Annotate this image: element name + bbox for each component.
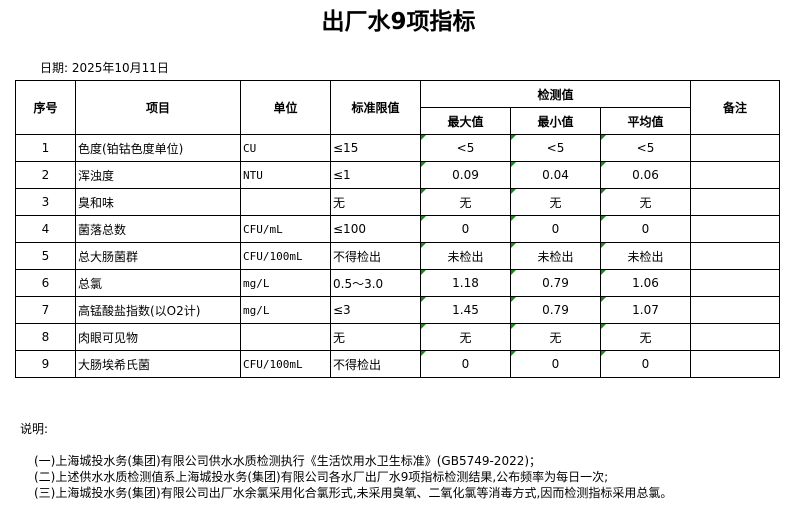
cell-no: 4 bbox=[15, 215, 76, 243]
cell-max: 无 bbox=[420, 188, 511, 216]
table-row: 8 肉眼可见物无无无无 bbox=[15, 323, 780, 351]
cell-min: 0 bbox=[510, 350, 601, 378]
cell-no: 9 bbox=[15, 350, 76, 378]
header-unit: 单位 bbox=[240, 80, 331, 135]
note-line: (一)上海城投水务(集团)有限公司供水水质检测执行《生活饮用水卫生标准》(GB5… bbox=[34, 454, 542, 468]
header-max: 最大值 bbox=[420, 107, 511, 135]
cell-no: 1 bbox=[15, 134, 76, 162]
cell-unit bbox=[240, 188, 331, 216]
cell-remark bbox=[690, 161, 780, 189]
cell-item: 总氯 bbox=[75, 269, 241, 297]
cell-limit: 0.5～3.0 bbox=[330, 269, 421, 297]
cell-remark bbox=[690, 134, 780, 162]
header-limit: 标准限值 bbox=[330, 80, 421, 135]
header-measured: 检测值 bbox=[420, 80, 691, 108]
table-row: 5 总大肠菌群 CFU/100mL 不得检出 未检出 未检出 未检出 bbox=[15, 242, 780, 270]
cell-item: 浑浊度 bbox=[75, 161, 241, 189]
cell-avg: 无 bbox=[600, 323, 691, 351]
cell-unit: CFU/100mL bbox=[240, 242, 331, 270]
cell-min: 0.04 bbox=[510, 161, 601, 189]
header-avg: 平均值 bbox=[600, 107, 691, 135]
cell-unit: NTU bbox=[240, 161, 331, 189]
cell-item: 色度(铂钴色度单位) bbox=[75, 134, 241, 162]
cell-no: 2 bbox=[15, 161, 76, 189]
cell-min: 无 bbox=[510, 323, 601, 351]
cell-max: 1.18 bbox=[420, 269, 511, 297]
cell-max: 0.09 bbox=[420, 161, 511, 189]
cell-min: 未检出 bbox=[510, 242, 601, 270]
page-title: 出厂水9项指标 bbox=[321, 9, 476, 35]
table-row: 4 菌落总数 CFU/mL ≤100 0 0 0 bbox=[15, 215, 780, 243]
cell-unit: mg/L bbox=[240, 269, 331, 297]
cell-limit: 无 bbox=[330, 188, 421, 216]
cell-avg: 无 bbox=[600, 188, 691, 216]
cell-limit: 不得检出 bbox=[330, 242, 421, 270]
table-row: 7 高锰酸盐指数(以O2计) mg/L ≤3 1.45 0.79 1.07 bbox=[15, 296, 780, 324]
cell-min: 0.79 bbox=[510, 296, 601, 324]
cell-limit: ≤1 bbox=[330, 161, 421, 189]
cell-item: 肉眼可见物 bbox=[75, 323, 241, 351]
cell-min: <5 bbox=[510, 134, 601, 162]
cell-unit: mg/L bbox=[240, 296, 331, 324]
table-row: 3 臭和味无无无无 bbox=[15, 188, 780, 216]
table-row: 6 总氯 mg/L 0.5～3.0 1.18 0.79 1.06 bbox=[15, 269, 780, 297]
cell-no: 7 bbox=[15, 296, 76, 324]
cell-avg: 0 bbox=[600, 350, 691, 378]
cell-max: 0 bbox=[420, 215, 511, 243]
header-min: 最小值 bbox=[510, 107, 601, 135]
note-line: (三)上海城投水务(集团)有限公司出厂水余氯采用化合氯形式,未采用臭氧、二氧化氯… bbox=[34, 486, 673, 500]
cell-avg: 1.07 bbox=[600, 296, 691, 324]
cell-limit: 无 bbox=[330, 323, 421, 351]
table-row: 2 浑浊度 NTU ≤1 0.09 0.04 0.06 bbox=[15, 161, 780, 189]
cell-min: 0.79 bbox=[510, 269, 601, 297]
cell-item: 高锰酸盐指数(以O2计) bbox=[75, 296, 241, 324]
cell-remark bbox=[690, 215, 780, 243]
notes: 说明: (一)上海城投水务(集团)有限公司供水水质检测执行《生活饮用水卫生标准》… bbox=[20, 421, 672, 501]
cell-no: 3 bbox=[15, 188, 76, 216]
note-line: (二)上述供水水质检测值系上海城投水务(集团)有限公司各水厂出厂水9项指标检测结… bbox=[34, 470, 609, 484]
cell-min: 0 bbox=[510, 215, 601, 243]
cell-max: 0 bbox=[420, 350, 511, 378]
cell-min: 无 bbox=[510, 188, 601, 216]
report-date: 日期: 2025年10月11日 bbox=[40, 61, 169, 75]
cell-no: 6 bbox=[15, 269, 76, 297]
cell-remark bbox=[690, 188, 780, 216]
cell-avg: 1.06 bbox=[600, 269, 691, 297]
cell-limit: 不得检出 bbox=[330, 350, 421, 378]
cell-limit: ≤3 bbox=[330, 296, 421, 324]
cell-avg: 未检出 bbox=[600, 242, 691, 270]
cell-limit: ≤15 bbox=[330, 134, 421, 162]
header-remark: 备注 bbox=[690, 80, 780, 135]
table-row: 9 大肠埃希氏菌 CFU/100mL 不得检出 0 0 0 bbox=[15, 350, 780, 378]
header-no: 序号 bbox=[15, 80, 76, 135]
cell-remark bbox=[690, 269, 780, 297]
cell-item: 臭和味 bbox=[75, 188, 241, 216]
cell-unit: CFU/100mL bbox=[240, 350, 331, 378]
cell-item: 大肠埃希氏菌 bbox=[75, 350, 241, 378]
cell-limit: ≤100 bbox=[330, 215, 421, 243]
cell-item: 总大肠菌群 bbox=[75, 242, 241, 270]
cell-no: 5 bbox=[15, 242, 76, 270]
cell-max: 1.45 bbox=[420, 296, 511, 324]
cell-remark bbox=[690, 296, 780, 324]
cell-unit: CU bbox=[240, 134, 331, 162]
cell-item: 菌落总数 bbox=[75, 215, 241, 243]
cell-avg: 0 bbox=[600, 215, 691, 243]
cell-avg: 0.06 bbox=[600, 161, 691, 189]
cell-remark bbox=[690, 242, 780, 270]
cell-max: 未检出 bbox=[420, 242, 511, 270]
cell-max: 无 bbox=[420, 323, 511, 351]
cell-max: <5 bbox=[420, 134, 511, 162]
cell-avg: <5 bbox=[600, 134, 691, 162]
cell-unit bbox=[240, 323, 331, 351]
cell-remark bbox=[690, 323, 780, 351]
notes-heading: 说明: bbox=[20, 422, 49, 436]
cell-remark bbox=[690, 350, 780, 378]
cell-unit: CFU/mL bbox=[240, 215, 331, 243]
water-quality-table: 序号 项目 单位 标准限值 检测值 备注 最大值 最小值 平均值 1 色度(铂钴色… bbox=[15, 80, 780, 378]
table-row: 1 色度(铂钴色度单位) CU ≤15 <5 <5 <5 bbox=[15, 134, 780, 162]
cell-no: 8 bbox=[15, 323, 76, 351]
header-item: 项目 bbox=[75, 80, 241, 135]
